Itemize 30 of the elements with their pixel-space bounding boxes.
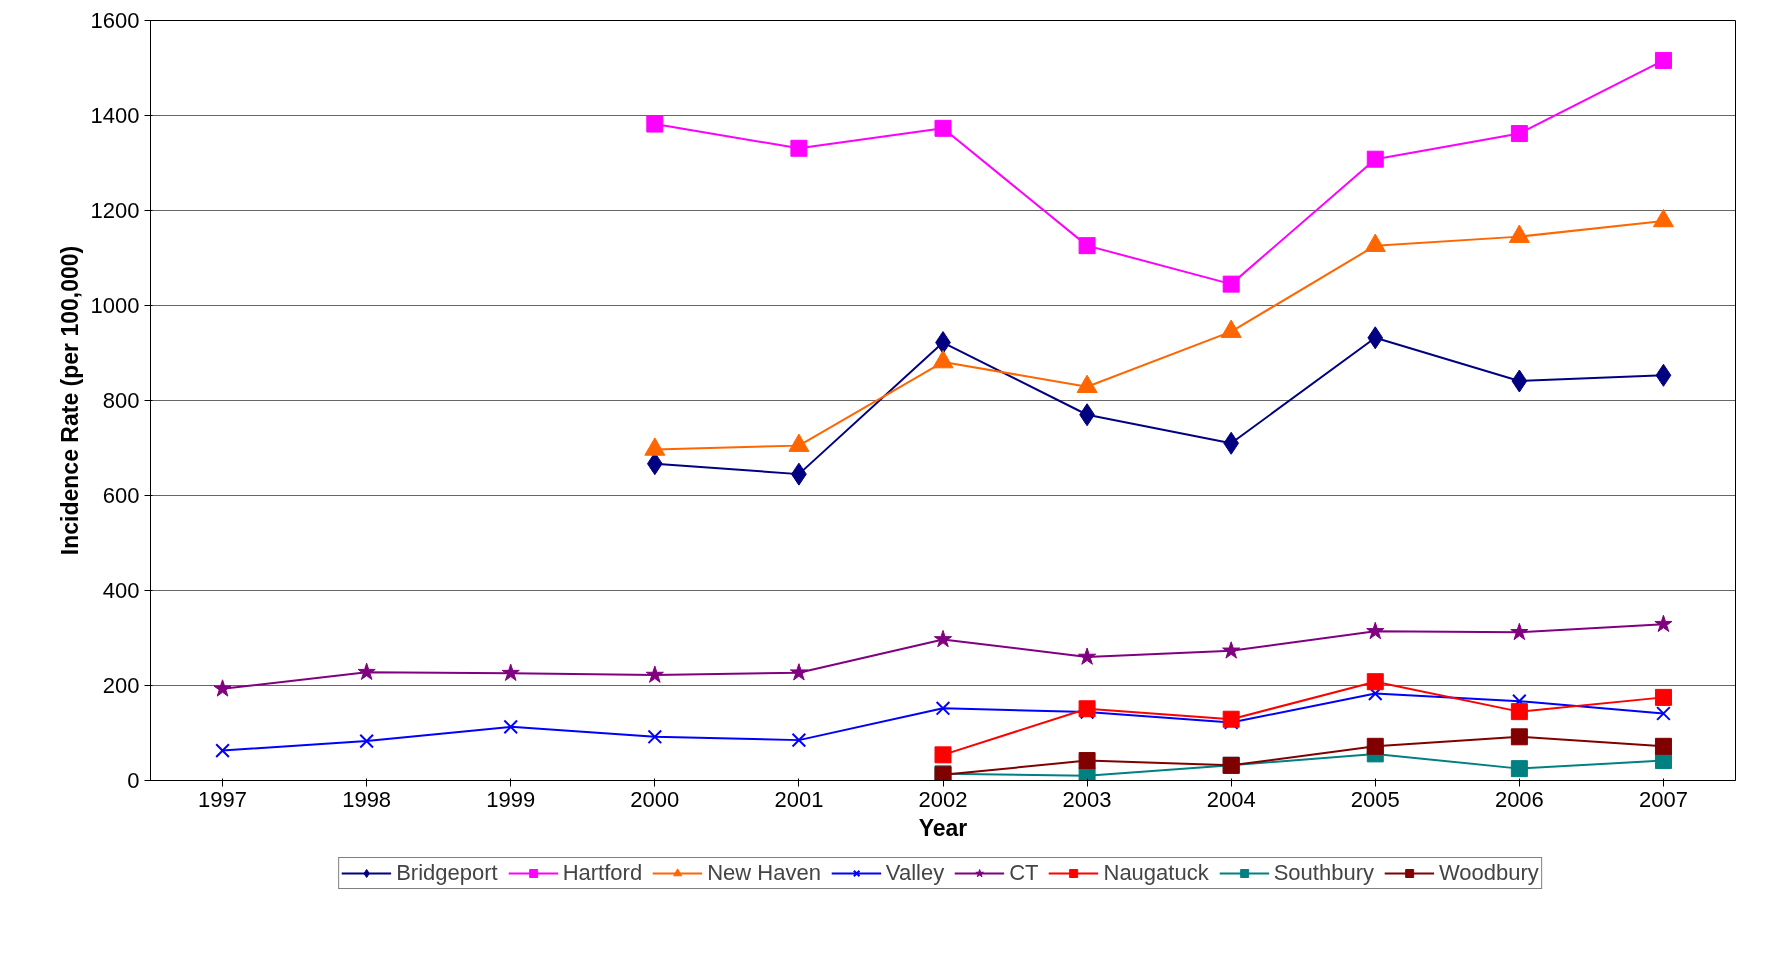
y-tick-label: 1200	[90, 198, 140, 223]
legend-label: Bridgeport	[396, 860, 498, 886]
y-tick-label: 1600	[90, 8, 140, 33]
y-tick-label: 800	[102, 388, 140, 413]
legend-label: CT	[1009, 860, 1039, 886]
legend-label: Hartford	[562, 860, 643, 886]
x-tick-label: 2007	[1638, 786, 1688, 812]
y-tick-label: 1000	[90, 293, 140, 318]
x-tick-label: 2004	[1206, 786, 1256, 812]
y-tick-label: 200	[102, 673, 140, 698]
x-tick-label: 1998	[342, 786, 392, 812]
y-tick-label: 0	[127, 768, 140, 793]
x-tick-label: 1997	[198, 786, 248, 812]
x-axis-title: Year	[918, 814, 968, 841]
y-tick-label: 1400	[90, 103, 140, 128]
y-tick-label: 600	[102, 483, 140, 508]
y-axis-title: Incidence Rate (per 100,000)	[56, 245, 83, 556]
x-tick-label: 2000	[630, 786, 680, 812]
legend-label: Valley	[885, 860, 945, 886]
legend-label: Southbury	[1273, 860, 1374, 886]
x-tick-label: 2003	[1062, 786, 1112, 812]
x-tick-label: 2002	[918, 786, 968, 812]
x-tick-label: 2005	[1350, 786, 1400, 812]
x-tick-label: 2001	[774, 786, 824, 812]
legend-label: Woodbury	[1438, 860, 1539, 886]
x-tick-label: 2006	[1494, 786, 1544, 812]
legend-label: New Haven	[707, 860, 821, 886]
legend-label: Naugatuck	[1103, 860, 1209, 886]
y-tick-label: 400	[102, 578, 140, 603]
x-tick-label: 1999	[486, 786, 536, 812]
